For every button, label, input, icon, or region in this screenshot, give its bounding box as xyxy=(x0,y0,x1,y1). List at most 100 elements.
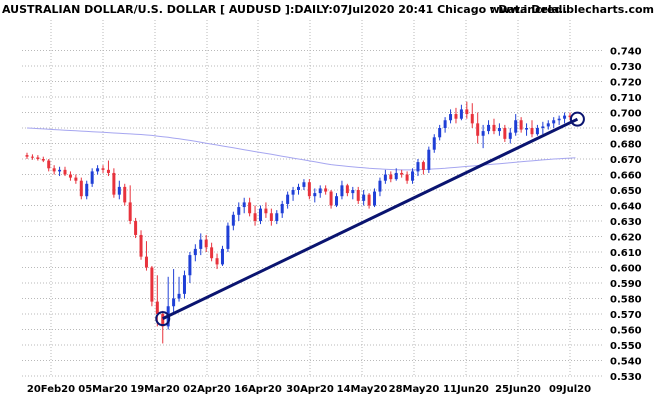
candle xyxy=(302,179,306,190)
candle-body xyxy=(253,213,257,221)
candle xyxy=(220,245,224,266)
candle xyxy=(269,208,273,226)
candle-body xyxy=(112,172,116,195)
candle-body xyxy=(96,168,100,172)
candle-body xyxy=(421,162,425,170)
candle xyxy=(465,101,469,119)
x-tick-label: 11Jun20 xyxy=(443,384,489,395)
candle xyxy=(351,186,355,200)
candle xyxy=(96,165,100,175)
candle-body xyxy=(535,128,539,135)
candle-body xyxy=(41,159,45,161)
y-tick-label: 0.670 xyxy=(610,155,642,166)
candle xyxy=(258,205,262,225)
candle xyxy=(432,134,436,153)
candle-body xyxy=(362,194,366,201)
candle-body xyxy=(58,169,62,172)
candle-body xyxy=(541,126,545,128)
candle xyxy=(117,180,121,200)
candle-body xyxy=(188,255,192,276)
candle-body xyxy=(302,182,306,187)
candle xyxy=(161,310,165,344)
candle-body xyxy=(177,293,181,299)
candle-body xyxy=(172,298,176,307)
candle xyxy=(280,200,284,218)
candle-body xyxy=(144,256,148,268)
candles xyxy=(25,101,572,344)
candle-body xyxy=(90,171,94,184)
candle xyxy=(438,124,442,141)
candle-body xyxy=(389,174,393,180)
candle-body xyxy=(139,234,143,257)
y-tick-label: 0.560 xyxy=(610,326,642,337)
candle-body xyxy=(557,118,561,121)
candle xyxy=(177,276,181,302)
y-tick-label: 0.610 xyxy=(610,248,642,259)
candle xyxy=(335,193,339,208)
candle-body xyxy=(400,172,404,175)
y-tick-label: 0.540 xyxy=(610,357,642,368)
candle xyxy=(237,202,241,221)
candle-body xyxy=(454,114,458,119)
candle xyxy=(443,117,447,133)
candle xyxy=(367,193,371,209)
candle xyxy=(497,123,501,136)
candle-body xyxy=(514,120,518,133)
candle xyxy=(47,159,51,172)
y-tick-label: 0.600 xyxy=(610,264,642,275)
candle xyxy=(134,217,138,239)
candle-body xyxy=(155,301,159,314)
candle-body xyxy=(497,128,501,132)
trendline-group xyxy=(155,111,585,327)
candle-body xyxy=(383,174,387,181)
candle-body xyxy=(563,115,567,119)
x-tick-label: 09Jul20 xyxy=(549,384,591,395)
candle xyxy=(25,152,29,159)
candle xyxy=(400,169,404,178)
candle xyxy=(286,191,290,209)
candle-body xyxy=(237,207,241,215)
candle xyxy=(231,211,235,231)
y-tick-label: 0.660 xyxy=(610,171,642,182)
candle xyxy=(68,171,72,181)
candle-body xyxy=(373,191,377,206)
y-axis: 0.530 0.540 0.550 0.560 0.570 0.580 0.590 0.600… xyxy=(610,47,642,384)
candle xyxy=(318,185,322,198)
candle-body xyxy=(286,194,290,204)
candle xyxy=(383,169,387,184)
candle-body xyxy=(487,124,491,132)
candle xyxy=(85,180,89,200)
candle-body xyxy=(508,132,512,139)
candle-body xyxy=(443,120,447,128)
candle xyxy=(530,120,534,138)
candle xyxy=(226,222,230,252)
candle xyxy=(30,154,34,160)
candle-body xyxy=(318,188,322,194)
candle-body xyxy=(432,137,436,150)
candle-body xyxy=(36,157,40,159)
candle-body xyxy=(307,182,311,197)
candle xyxy=(248,197,252,217)
candle xyxy=(58,166,62,177)
candle-body xyxy=(25,155,29,157)
candle xyxy=(79,177,83,200)
candle xyxy=(139,230,143,260)
candle-body xyxy=(85,183,89,197)
candle xyxy=(324,185,328,195)
candle-body xyxy=(231,214,235,226)
candle xyxy=(36,155,40,161)
candle xyxy=(416,159,420,177)
candle-body xyxy=(340,185,344,197)
candle-body xyxy=(449,114,453,121)
candle xyxy=(378,177,382,197)
candle-body xyxy=(128,202,132,221)
candle-body xyxy=(248,202,252,214)
candle-body xyxy=(329,191,333,206)
candle xyxy=(150,265,154,307)
candle-body xyxy=(150,267,154,302)
candle xyxy=(525,123,529,136)
candle xyxy=(514,114,518,136)
candle-body xyxy=(210,247,214,259)
x-tick-label: 05Mar20 xyxy=(78,384,128,395)
candle-body xyxy=(411,171,415,181)
